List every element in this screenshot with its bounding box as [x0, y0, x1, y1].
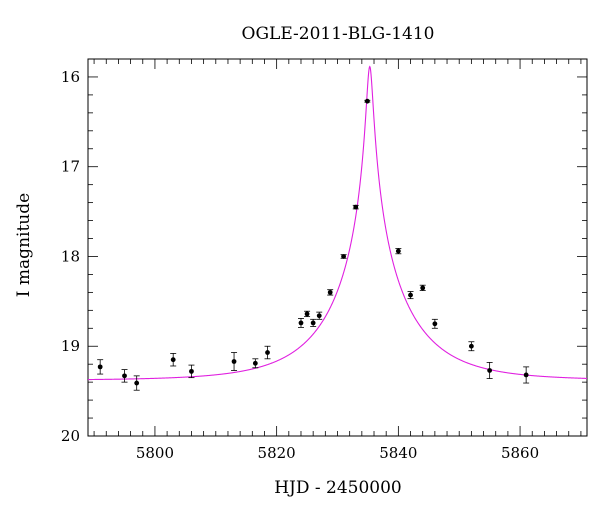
data-marker [122, 373, 127, 379]
x-axis-title: HJD - 2450000 [274, 478, 402, 498]
data-marker [487, 368, 493, 373]
data-marker [170, 357, 176, 363]
data-point [97, 359, 104, 375]
data-marker [265, 350, 270, 355]
data-point [419, 284, 426, 291]
data-marker [231, 359, 237, 364]
y-tick-label: 17 [61, 158, 80, 176]
data-point [188, 364, 195, 379]
data-points-layer [97, 98, 530, 391]
data-marker [523, 372, 529, 378]
data-point [316, 311, 323, 320]
data-marker [316, 313, 322, 319]
y-tick-labels: 16 17 18 19 20 [61, 68, 80, 445]
data-point [340, 254, 347, 259]
data-marker [252, 360, 258, 366]
data-marker [364, 98, 370, 104]
data-marker [304, 311, 310, 317]
y-tick-label: 16 [61, 68, 80, 86]
data-marker [432, 321, 438, 327]
data-point [364, 98, 371, 104]
y-axis-title: I magnitude [14, 193, 34, 297]
data-point [264, 345, 271, 360]
data-marker [298, 320, 304, 326]
data-point [431, 318, 438, 329]
model-curve-layer [88, 65, 588, 381]
model-curve [88, 65, 588, 381]
data-point [297, 318, 304, 328]
chart-title: OGLE-2011-BLG-1410 [242, 24, 435, 44]
data-point [310, 318, 317, 327]
data-marker [189, 368, 194, 374]
x-tick-label: 5840 [379, 444, 417, 462]
data-point [486, 361, 493, 379]
data-point [395, 247, 402, 255]
x-tick-label: 5860 [501, 444, 539, 462]
data-point [252, 358, 259, 369]
data-point [304, 310, 311, 318]
data-marker [420, 285, 426, 291]
plot-area [87, 58, 588, 437]
data-point [231, 352, 238, 371]
data-point [121, 369, 128, 383]
data-point [468, 341, 475, 352]
data-point [523, 366, 530, 384]
y-tick-label: 18 [61, 247, 80, 265]
data-marker [353, 204, 359, 210]
plot-frame [87, 58, 588, 437]
data-marker [341, 254, 346, 259]
ticks-layer [88, 58, 587, 437]
y-tick-label: 20 [61, 427, 80, 445]
x-tick-labels: 5800 5820 5840 5860 [136, 444, 539, 462]
data-point [327, 289, 334, 296]
data-point [407, 291, 414, 300]
x-tick-label: 5800 [136, 444, 174, 462]
data-marker [134, 380, 140, 386]
data-marker [468, 343, 474, 349]
data-point [133, 375, 140, 391]
data-point [170, 353, 177, 367]
data-marker [395, 248, 401, 254]
data-marker [408, 292, 413, 298]
data-marker [97, 364, 103, 370]
x-tick-label: 5820 [258, 444, 296, 462]
data-marker [327, 289, 333, 295]
data-marker [310, 320, 316, 326]
y-tick-label: 19 [61, 337, 80, 355]
data-point [352, 204, 359, 210]
